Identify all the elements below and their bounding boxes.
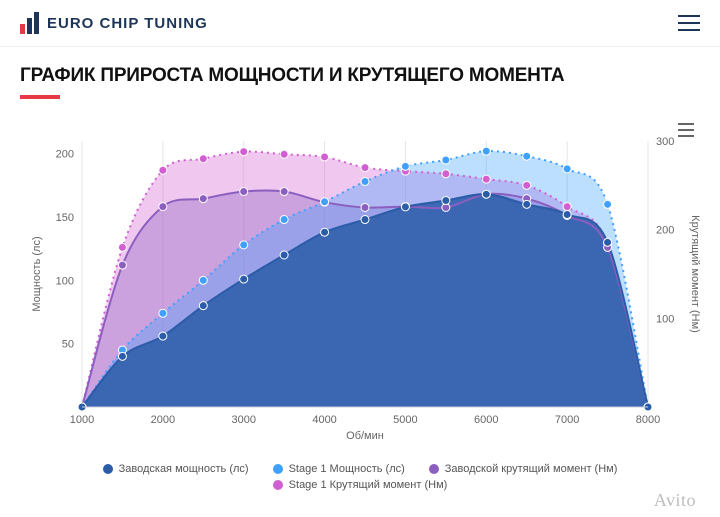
- legend-dot-icon: [273, 480, 283, 490]
- svg-text:150: 150: [56, 212, 74, 224]
- title-underline: [20, 95, 60, 99]
- legend-item[interactable]: Stage 1 Крутящий момент (Нм): [273, 479, 448, 491]
- svg-text:200: 200: [56, 149, 74, 161]
- legend-item[interactable]: Stage 1 Мощность (лс): [273, 463, 405, 475]
- svg-text:200: 200: [656, 225, 674, 237]
- svg-text:7000: 7000: [555, 414, 579, 426]
- legend-label: Заводской крутящий момент (Нм): [445, 463, 618, 475]
- svg-text:Об/мин: Об/мин: [346, 430, 384, 442]
- chart-menu-icon[interactable]: [678, 123, 694, 137]
- svg-text:Мощность (лс): Мощность (лс): [31, 236, 43, 311]
- svg-text:8000: 8000: [636, 414, 660, 426]
- svg-text:6000: 6000: [474, 414, 498, 426]
- svg-text:5000: 5000: [393, 414, 417, 426]
- brand-name: EURO CHIP TUNING: [47, 15, 208, 32]
- svg-text:4000: 4000: [312, 414, 336, 426]
- page-header: EURO CHIP TUNING: [0, 0, 720, 47]
- legend-dot-icon: [429, 464, 439, 474]
- legend-dot-icon: [103, 464, 113, 474]
- legend-dot-icon: [273, 464, 283, 474]
- logo-bars-icon: [20, 12, 39, 34]
- svg-text:100: 100: [656, 313, 674, 325]
- legend-label: Stage 1 Крутящий момент (Нм): [289, 479, 448, 491]
- page-title: ГРАФИК ПРИРОСТА МОЩНОСТИ И КРУТЯЩЕГО МОМ…: [20, 65, 700, 87]
- legend-label: Stage 1 Мощность (лс): [289, 463, 405, 475]
- svg-text:3000: 3000: [231, 414, 255, 426]
- watermark: Avito: [654, 490, 696, 511]
- hamburger-menu-icon[interactable]: [678, 15, 700, 31]
- chart-container: 1000 2000 3000 4000 5000 6000 7000 8000 50 100 150…: [20, 117, 700, 457]
- legend-item[interactable]: Заводской крутящий момент (Нм): [429, 463, 618, 475]
- legend-item[interactable]: Заводская мощность (лс): [103, 463, 249, 475]
- svg-text:2000: 2000: [151, 414, 175, 426]
- svg-text:1000: 1000: [70, 414, 94, 426]
- legend-label: Заводская мощность (лс): [119, 463, 249, 475]
- title-section: ГРАФИК ПРИРОСТА МОЩНОСТИ И КРУТЯЩЕГО МОМ…: [0, 47, 720, 107]
- chart-legend: Заводская мощность (лс) Stage 1 Мощность …: [0, 457, 720, 491]
- brand-logo[interactable]: EURO CHIP TUNING: [20, 12, 208, 34]
- svg-text:100: 100: [56, 275, 74, 287]
- svg-text:Крутящий момент (Нм): Крутящий момент (Нм): [689, 215, 700, 333]
- svg-text:300: 300: [656, 136, 674, 148]
- svg-text:50: 50: [62, 339, 74, 351]
- power-torque-chart: 1000 2000 3000 4000 5000 6000 7000 8000 50 100 150…: [20, 117, 700, 457]
